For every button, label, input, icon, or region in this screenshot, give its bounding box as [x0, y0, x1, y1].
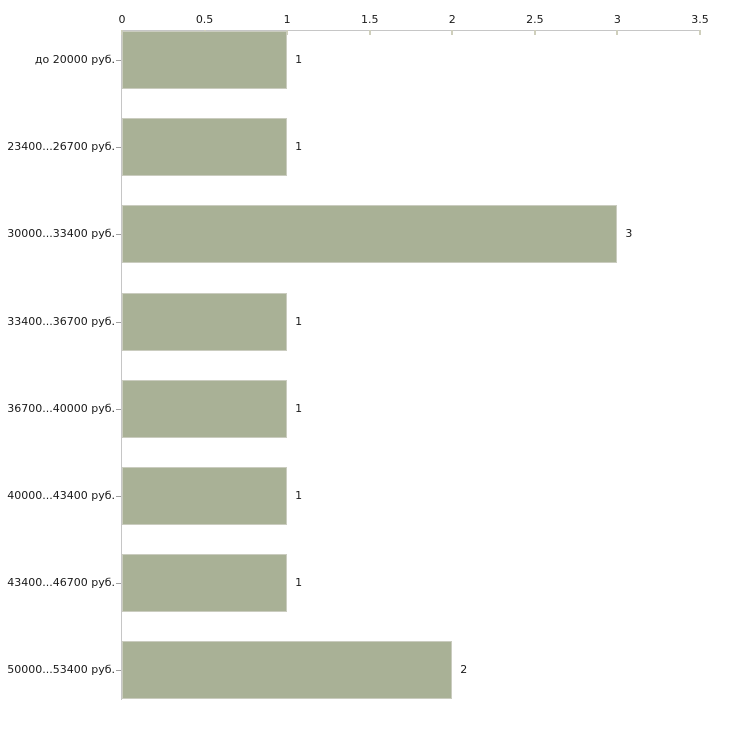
- category-tick-mark: [116, 496, 121, 497]
- x-axis-tick-mark: [533, 30, 536, 35]
- category-label: 43400...46700 руб.: [7, 576, 115, 590]
- x-axis-tick-mark: [368, 30, 371, 35]
- bar-value-label: 1: [295, 401, 303, 415]
- x-axis-tick-label: 0.5: [195, 13, 214, 26]
- category-label: 50000...53400 руб.: [7, 663, 115, 677]
- category-tick-mark: [116, 583, 121, 585]
- x-axis-line: [121, 30, 701, 31]
- x-axis-tick-label: 1.5: [360, 13, 379, 26]
- category-tick-mark: [116, 234, 121, 236]
- bar-value-label: 1: [295, 489, 303, 502]
- category-label: 23400...26700 руб.: [7, 140, 115, 154]
- x-axis-tick-mark: [451, 30, 454, 35]
- x-axis-tick-label: 1: [283, 13, 291, 26]
- x-axis-tick-label: 3.5: [691, 13, 709, 26]
- x-axis-tick-label: 0: [118, 13, 126, 26]
- category-tick-mark: [116, 60, 121, 61]
- bar: [122, 467, 288, 525]
- bar: [122, 379, 288, 438]
- x-axis-tick-mark: [286, 30, 289, 35]
- bar-value-label: 1: [295, 140, 303, 154]
- bar: [122, 118, 288, 177]
- bar: [122, 292, 288, 351]
- category-label: 33400...36700 руб.: [7, 314, 115, 328]
- category-tick-mark: [116, 408, 121, 410]
- bar-value-label: 3: [625, 227, 633, 241]
- category-label: до 20000 руб.: [34, 53, 115, 66]
- bar: [122, 554, 288, 613]
- x-axis-tick-label: 3: [613, 13, 621, 26]
- bar: [122, 205, 618, 264]
- x-axis-tick-label: 2: [448, 13, 456, 26]
- bar-value-label: 1: [295, 314, 303, 328]
- bar-value-label: 1: [295, 53, 303, 66]
- y-axis-line: [121, 30, 122, 700]
- category-label: 30000...33400 руб.: [7, 227, 115, 241]
- x-axis-tick-mark: [616, 30, 619, 35]
- bar: [122, 641, 453, 700]
- bar-value-label: 1: [295, 576, 303, 590]
- bar: [122, 31, 288, 89]
- x-axis-tick-label: 2.5: [526, 13, 544, 26]
- category-label: 40000...43400 руб.: [7, 489, 115, 502]
- category-tick-mark: [116, 147, 121, 149]
- category-label: 36700...40000 руб.: [7, 401, 115, 415]
- x-axis-tick-mark: [699, 30, 701, 35]
- category-tick-mark: [116, 670, 121, 672]
- bar-value-label: 2: [460, 663, 468, 677]
- category-tick-mark: [116, 321, 121, 323]
